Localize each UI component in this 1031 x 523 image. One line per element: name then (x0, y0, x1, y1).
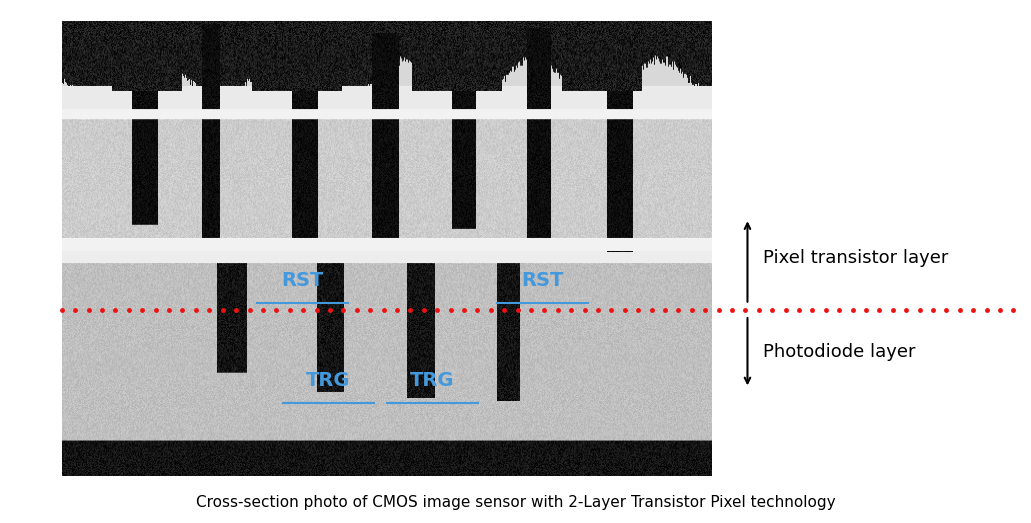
Text: RST: RST (522, 271, 564, 290)
Text: Cross-section photo of CMOS image sensor with 2-Layer Transistor Pixel technolog: Cross-section photo of CMOS image sensor… (196, 495, 835, 509)
Text: Pixel transistor layer: Pixel transistor layer (763, 248, 949, 267)
Text: RST: RST (281, 271, 324, 290)
Text: TRG: TRG (306, 371, 351, 390)
Text: Photodiode layer: Photodiode layer (763, 343, 916, 361)
Text: TRG: TRG (410, 371, 455, 390)
